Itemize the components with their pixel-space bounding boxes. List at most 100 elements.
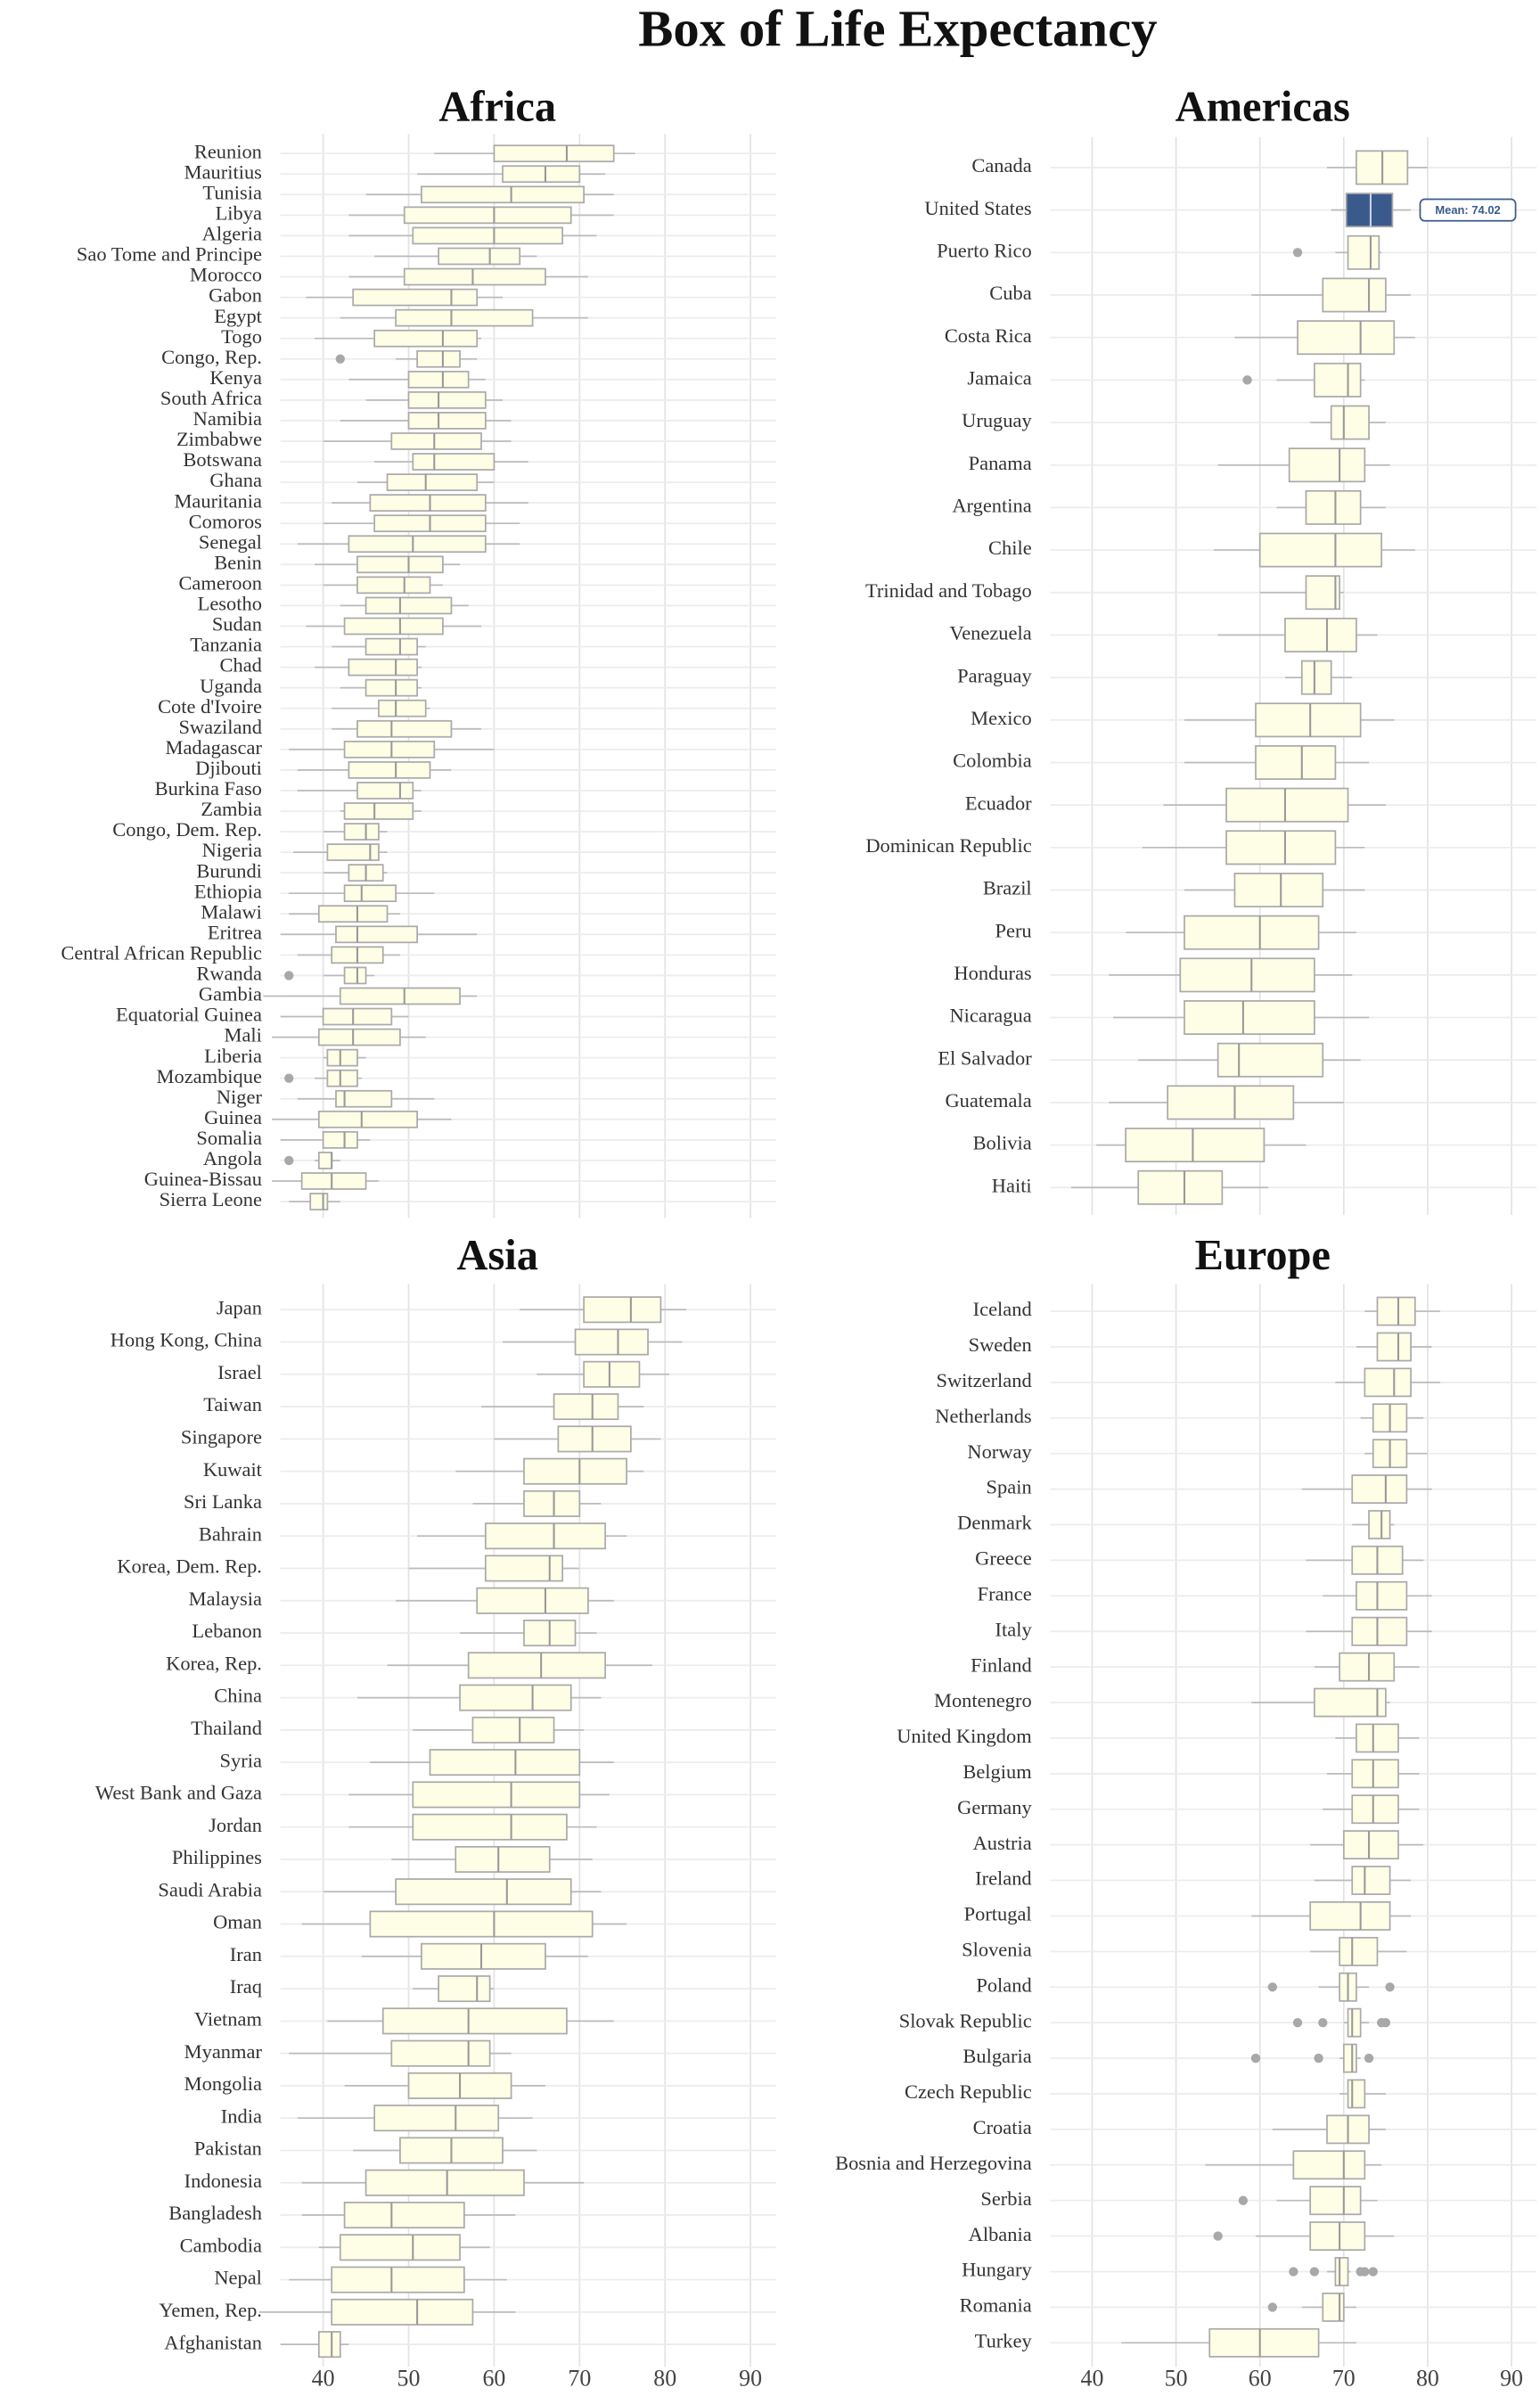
chart-title: Box of Life Expectancy [638,0,1157,57]
outlier [284,971,294,981]
category-label: Peru [995,919,1032,941]
box [352,288,479,307]
category-label: Korea, Dem. Rep. [117,1555,262,1578]
box [407,390,487,409]
category-label: Sri Lanka [184,1490,262,1513]
category-label: Benin [214,551,262,573]
category-label: Mauritania [174,489,261,512]
box [1179,957,1315,993]
category-label: Argentina [952,495,1031,517]
box [343,617,444,636]
category-label: Portugal [964,1903,1032,1925]
category-label: Italy [995,1618,1033,1640]
box [373,329,479,348]
category-label: Madagascar [166,736,263,759]
box [343,740,436,759]
box [390,2039,491,2067]
category-label: Guinea [204,1106,262,1128]
x-tick-label: 70 [1332,2366,1356,2392]
panel: Asia 40 50 60 70 80 90 Japan Hong Kong, China Isr… [95,1232,776,2392]
outlier [1267,1982,1278,1992]
category-label: Gabon [209,284,262,307]
panel-title: Americas [1175,83,1350,130]
box [1284,617,1357,652]
category-label: Egypt [214,305,262,327]
box [395,1878,572,1906]
box [348,760,431,779]
category-label: Venezuela [949,622,1031,644]
category-label: Angola [203,1147,262,1169]
category-label: Indonesia [184,2170,262,2192]
box [1292,2150,1366,2180]
box [348,658,418,677]
category-label: Nepal [214,2267,262,2289]
category-label: Somalia [196,1127,262,1149]
box [403,206,572,225]
category-label: Ethiopia [194,880,262,902]
outlier [1238,2195,1249,2205]
x-tick-label: 40 [1081,2366,1104,2392]
category-label: Mali [225,1024,262,1046]
category-label: United States [924,197,1031,219]
box [1255,702,1362,738]
box [317,2331,341,2359]
category-label: Hong Kong, China [111,1329,262,1351]
category-label: Iraq [230,1975,262,1998]
box [416,349,461,368]
category-label: Niger [217,1086,263,1108]
box [1376,1296,1416,1326]
box [339,2234,461,2261]
box [1297,320,1396,356]
x-tick-label: 60 [1249,2366,1272,2392]
box [1258,532,1383,568]
category-label: Brazil [983,877,1032,899]
category-label: Jamaica [967,367,1031,390]
box [1368,1510,1391,1539]
category-label: Guinea-Bissau [144,1168,262,1190]
outlier [1368,2267,1378,2277]
category-label: Sudan [212,613,262,636]
category-label: Japan [217,1296,262,1318]
category-label: Reunion [194,140,262,162]
category-label: Myanmar [184,2040,263,2063]
category-label: Gambia [199,983,262,1005]
box [1356,1723,1399,1753]
box [1351,1616,1408,1646]
category-label: Slovak Republic [899,2009,1032,2031]
category-label: United Kingdom [897,1725,1032,1747]
outlier [1380,2017,1391,2028]
category-label: Bolivia [973,1132,1032,1154]
box [1137,1169,1224,1205]
box [1314,362,1362,398]
category-label: Congo, Rep. [161,346,262,368]
category-label: Namibia [193,407,262,430]
box [386,473,479,491]
box [407,370,470,389]
category-label: Thailand [191,1717,262,1739]
box [390,432,482,450]
box [365,596,453,615]
category-label: Afghanistan [164,2331,262,2353]
category-label: Switzerland [937,1369,1032,1391]
category-label: Greece [975,1547,1032,1570]
box [1347,2007,1362,2038]
category-label: Cuba [989,282,1031,304]
box [429,1749,581,1776]
x-tick-label: 90 [1500,2366,1523,2392]
category-label: Burundi [196,859,262,882]
box [369,1910,594,1938]
box [1376,1332,1412,1362]
category-label: Bangladesh [168,2202,262,2224]
outlier [1292,248,1303,258]
box [322,1130,358,1149]
box [1322,2292,1345,2322]
category-label: Philippines [172,1846,262,1868]
category-label: Malaysia [189,1588,262,1610]
box [1309,2186,1362,2216]
category-label: Libya [216,202,262,225]
category-label: Ecuador [965,792,1032,814]
box [300,1172,367,1190]
category-label: Jordan [209,1814,262,1836]
box [574,1328,649,1356]
box [339,987,461,1005]
